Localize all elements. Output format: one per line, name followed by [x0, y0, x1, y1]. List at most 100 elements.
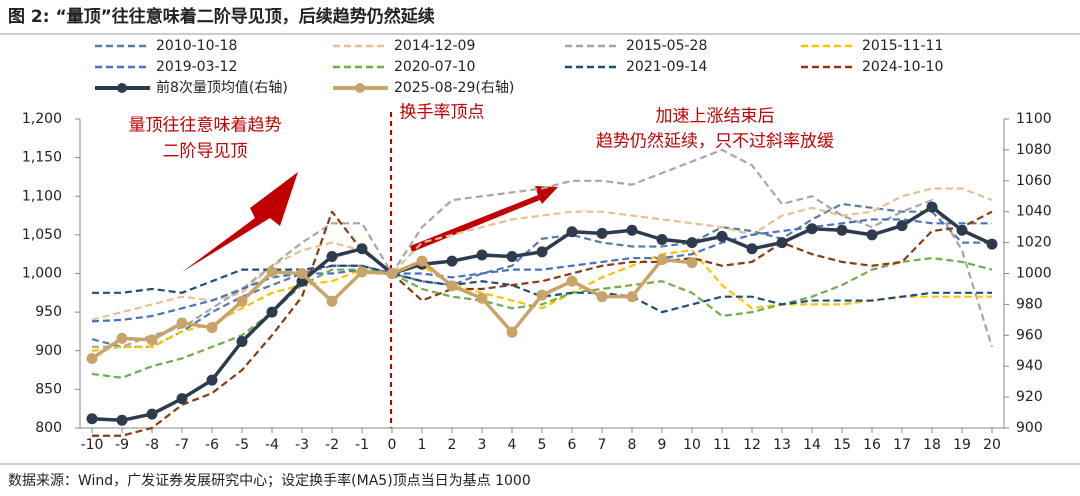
data-point: [356, 243, 368, 255]
legend-label: 2019-03-12: [156, 59, 237, 75]
y2-tick-label: 1020: [1016, 235, 1052, 251]
data-point: [686, 237, 698, 249]
y2-tick-label: 940: [1016, 358, 1043, 374]
data-point: [746, 243, 758, 255]
x-tick-label: -6: [205, 437, 219, 453]
legend-label: 前8次量顶均值(右轴): [156, 79, 288, 96]
data-point: [566, 275, 578, 287]
data-point: [206, 322, 218, 334]
data-point: [986, 238, 998, 250]
series-line: [91, 202, 992, 348]
data-point: [476, 292, 488, 304]
data-point: [146, 408, 158, 420]
series-line: [91, 187, 993, 321]
y2-tick-label: 1080: [1016, 142, 1052, 158]
data-point: [146, 334, 158, 346]
x-tick-label: 18: [923, 437, 941, 453]
legend-label: 2025-08-29(右轴): [394, 80, 514, 96]
data-point: [536, 246, 548, 258]
y-tick-label: 850: [35, 381, 62, 397]
series-line: [91, 256, 993, 379]
y2-tick-label: 960: [1016, 327, 1043, 343]
x-tick-label: -8: [145, 437, 159, 453]
y-tick-label: 800: [35, 420, 62, 436]
data-point: [86, 413, 98, 425]
x-tick-label: -3: [295, 437, 309, 453]
x-tick-label: -5: [235, 437, 249, 453]
x-tick-label: -1: [355, 437, 369, 453]
data-point: [506, 326, 518, 338]
x-tick-label: 6: [568, 437, 577, 453]
data-point: [116, 332, 128, 344]
data-point: [476, 249, 488, 261]
x-tick-label: 5: [538, 437, 547, 453]
x-tick-label: 13: [773, 437, 791, 453]
x-tick-label: 16: [863, 437, 881, 453]
y2-tick-label: 980: [1016, 296, 1043, 312]
data-point: [956, 224, 968, 236]
legend-label: 2021-09-14: [626, 59, 707, 75]
x-tick-label: 3: [478, 437, 487, 453]
data-point: [596, 291, 608, 303]
legend-marker: [355, 83, 365, 93]
chart-title: 图 2: “量顶”往往意味着二阶导见顶，后续趋势仍然延续: [8, 6, 435, 27]
data-point: [386, 268, 398, 279]
data-point: [86, 352, 98, 364]
series-line: [92, 148, 994, 348]
data-point: [236, 295, 248, 307]
series-line: [92, 210, 993, 437]
data-point: [236, 335, 248, 347]
annotation: 加速上涨结束后: [656, 107, 775, 127]
x-tick-label: -4: [265, 437, 279, 453]
y-tick-label: 950: [35, 304, 62, 320]
data-point: [506, 251, 518, 263]
annotation: 趋势仍然延续，只不过斜率放缓: [596, 132, 834, 152]
data-point: [176, 393, 188, 405]
x-tick-label: 20: [983, 437, 1001, 453]
y2-tick-label: 1040: [1016, 204, 1052, 220]
data-point: [716, 230, 728, 242]
y-tick-label: 1,100: [22, 188, 62, 204]
data-point: [326, 251, 338, 263]
data-point: [626, 224, 638, 236]
y2-tick-label: 1100: [1016, 111, 1052, 127]
annotation: 二阶导见顶: [163, 142, 248, 162]
data-point: [926, 201, 938, 213]
data-point: [176, 317, 188, 329]
series-line: [92, 264, 992, 314]
x-tick-label: 0: [388, 437, 397, 453]
y2-tick-label: 900: [1016, 420, 1043, 436]
x-tick-label: -7: [175, 437, 189, 453]
arrow: [182, 172, 298, 272]
data-point: [806, 223, 818, 235]
x-tick-label: 14: [803, 437, 821, 453]
x-tick-label: 9: [658, 437, 667, 453]
y-tick-label: 1,000: [22, 266, 62, 282]
data-point: [446, 255, 458, 267]
data-point: [116, 414, 128, 426]
legend-label: 2014-12-09: [394, 38, 475, 54]
legend-label: 2020-07-10: [394, 59, 475, 75]
x-tick-label: 1: [418, 437, 427, 453]
series-line: [91, 218, 992, 323]
legend-label: 2015-11-11: [862, 38, 943, 54]
y-tick-label: 1,150: [22, 150, 62, 166]
data-point: [656, 234, 668, 246]
data-point: [296, 268, 308, 279]
annotation: 换手率顶点: [400, 103, 485, 123]
x-tick-label: 4: [508, 437, 517, 453]
x-tick-label: -10: [81, 437, 104, 453]
x-tick-label: -2: [325, 437, 339, 453]
data-point: [896, 220, 908, 232]
data-point: [266, 306, 278, 318]
data-point: [446, 280, 458, 292]
y2-tick-label: 1000: [1016, 266, 1052, 282]
data-point: [866, 229, 878, 241]
legend-marker: [117, 83, 127, 93]
x-tick-label: 12: [743, 437, 761, 453]
y-tick-label: 900: [35, 343, 62, 359]
y2-tick-label: 1060: [1016, 173, 1052, 189]
series-line: [91, 249, 992, 352]
x-tick-label: 19: [953, 437, 971, 453]
